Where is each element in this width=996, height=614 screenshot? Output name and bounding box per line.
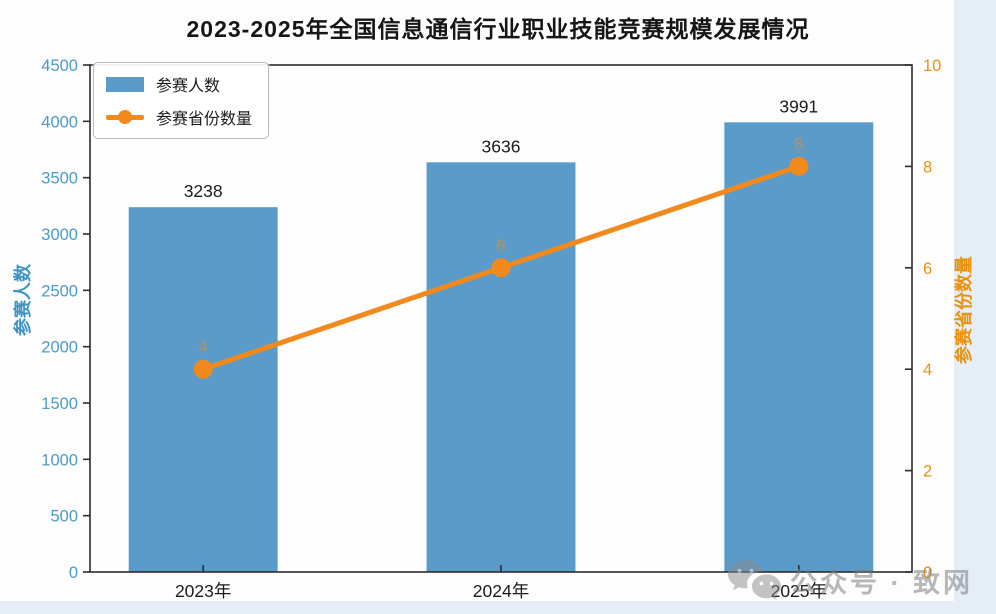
wechat-icon — [728, 560, 781, 600]
line-series-swatch — [106, 110, 144, 124]
background-strip-bottom — [0, 601, 996, 614]
right-tick-label: 0 — [923, 564, 932, 582]
line-marker-swatch — [118, 110, 132, 124]
watermark: 公众号 · 致网 — [726, 558, 973, 602]
left-tick-label: 3000 — [41, 226, 78, 244]
bar-value-label: 3991 — [779, 96, 818, 116]
right-tick-label: 4 — [923, 361, 932, 379]
right-axis-title: 参赛省份数量 — [954, 256, 974, 364]
point-value-label: 4 — [198, 337, 207, 356]
bar-value-label: 3238 — [184, 181, 223, 201]
x-tick-label: 2025年 — [771, 581, 827, 601]
right-tick-label: 10 — [923, 57, 941, 75]
left-tick-label: 2000 — [41, 339, 78, 357]
bar-series-swatch — [106, 76, 144, 92]
left-tick-label: 1000 — [41, 451, 78, 469]
left-tick-label: 2500 — [41, 282, 78, 300]
left-tick-label: 3500 — [41, 170, 78, 188]
point-value-label: 8 — [794, 134, 803, 153]
bar-2023年 — [128, 207, 278, 572]
background-strip-right — [954, 0, 996, 614]
legend-item-bar-series: 参赛人数 — [106, 72, 252, 96]
bar-2024年 — [426, 162, 576, 572]
point-value-label: 6 — [496, 236, 505, 255]
bar-value-label: 3636 — [482, 136, 521, 156]
chart-title: 2023-2025年全国信息通信行业职业技能竞赛规模发展情况 — [186, 16, 810, 42]
right-tick-label: 6 — [923, 260, 932, 278]
left-tick-label: 500 — [50, 508, 78, 526]
bar-2025年 — [724, 122, 874, 572]
left-tick-label: 4500 — [41, 57, 78, 75]
x-tick-label: 2023年 — [175, 581, 231, 601]
x-tick-label: 2024年 — [473, 581, 529, 601]
line-marker — [491, 258, 511, 278]
watermark-text: 公众号 · 致网 — [790, 567, 973, 598]
line-marker — [193, 359, 213, 379]
legend: 参赛人数 参赛省份数量 — [93, 62, 270, 139]
legend-label-bar-series: 参赛人数 — [156, 78, 221, 95]
line-marker — [789, 156, 809, 176]
left-tick-label: 1500 — [41, 395, 78, 413]
right-tick-label: 2 — [923, 463, 932, 481]
legend-label-line-series: 参赛省份数量 — [156, 111, 253, 128]
left-tick-label: 4000 — [41, 113, 78, 131]
right-tick-label: 8 — [923, 158, 932, 176]
left-tick-label: 0 — [69, 564, 78, 582]
legend-item-line-series: 参赛省份数量 — [106, 105, 252, 129]
left-axis-title: 参赛人数 — [13, 264, 33, 336]
